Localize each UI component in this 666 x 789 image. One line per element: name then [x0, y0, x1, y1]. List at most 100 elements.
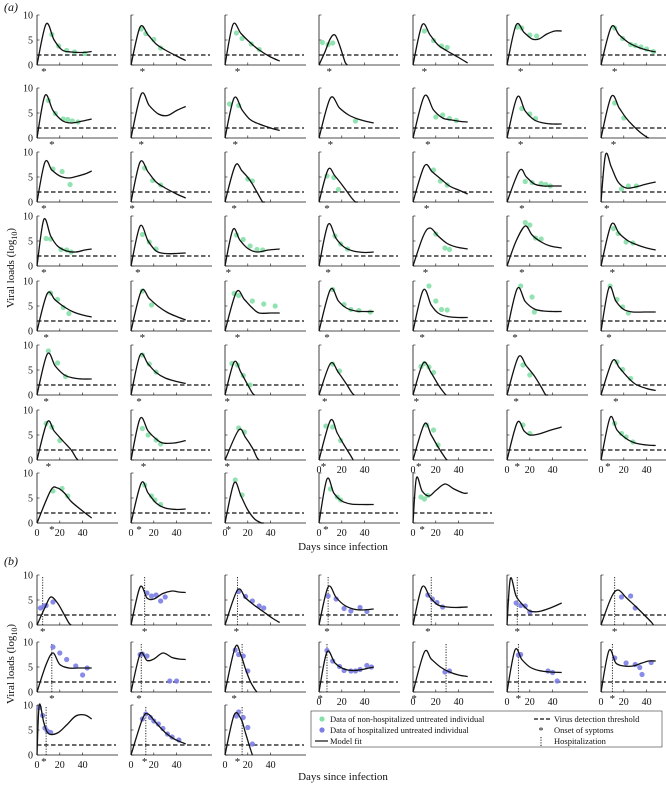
x-tick-label: 20 — [619, 697, 629, 708]
panel-a-subplot-31: * — [319, 281, 400, 344]
panel-a-subplot-2: * — [225, 15, 306, 78]
model-fit-line — [413, 586, 468, 625]
onset-marker: * — [610, 693, 616, 705]
model-fit-line — [225, 482, 264, 523]
data-point — [320, 40, 325, 45]
onset-marker: * — [324, 626, 330, 638]
x-tick-label: 40 — [642, 697, 652, 708]
panel-a-subplot-9: * — [225, 88, 306, 151]
x-tick-label: 20 — [337, 465, 347, 476]
panel-a-subplot-19: * — [507, 152, 588, 215]
data-point — [555, 678, 560, 683]
y-tick-label: 5 — [28, 109, 33, 120]
data-point — [364, 663, 369, 668]
y-tick-label: 0 — [28, 61, 33, 72]
onset-marker: * — [231, 693, 237, 705]
data-point — [44, 236, 49, 241]
onset-marker: * — [419, 332, 425, 344]
panel-a-subplot-25: * — [413, 216, 494, 279]
panel-a-subplot-15: * — [129, 152, 212, 215]
y-tick-label: 5 — [28, 173, 33, 184]
y-tick-label: 10 — [23, 638, 33, 649]
y-tick-label: 0 — [28, 262, 33, 273]
data-point — [140, 426, 145, 431]
model-fit-line — [601, 286, 656, 331]
panel-a-subplot-38: * — [319, 345, 400, 408]
onset-marker: * — [612, 66, 618, 78]
x-tick-label: 20 — [431, 697, 441, 708]
y-tick-label: 0 — [28, 751, 33, 762]
legend-onset-label: Onset of syptoms — [554, 725, 614, 735]
x-tick-label: 40 — [548, 465, 558, 476]
x-tick-label: 0 — [129, 760, 134, 771]
panel-a-subplot-11: * — [413, 88, 494, 151]
y-tick-label: 0 — [28, 391, 33, 402]
onset-marker: * — [141, 461, 147, 473]
data-point — [534, 33, 539, 38]
y-tick-label: 10 — [23, 11, 33, 22]
x-tick-label: 0 — [223, 760, 228, 771]
x-tick-label: 20 — [55, 760, 65, 771]
model-fit-line — [37, 23, 92, 65]
x-tick-label: 20 — [149, 528, 159, 539]
data-point — [234, 30, 239, 35]
onset-marker: * — [40, 626, 46, 638]
data-point — [445, 307, 450, 312]
data-point — [140, 232, 145, 237]
data-point — [80, 672, 85, 677]
onset-marker: * — [136, 524, 142, 536]
onset-marker: * — [49, 139, 55, 151]
model-fit-line — [37, 353, 92, 395]
onset-marker: * — [513, 396, 519, 408]
onset-marker: * — [324, 203, 330, 215]
panel-a-subplot-23: * — [225, 216, 306, 279]
onset-marker: * — [317, 693, 323, 705]
y-tick-label: 0 — [28, 198, 33, 209]
panel-a-subplot-39: * — [413, 345, 494, 408]
onset-marker: * — [41, 66, 47, 78]
y-tick-label: 0 — [28, 327, 33, 338]
data-point — [523, 179, 528, 184]
y-tick-label: 10 — [23, 341, 33, 352]
x-tick-label: 40 — [548, 697, 558, 708]
panel-a-subplot-43: * — [131, 410, 212, 473]
model-fit-line — [131, 289, 186, 331]
x-tick-label: 40 — [266, 528, 276, 539]
x-tick-label: 40 — [454, 528, 464, 539]
onset-marker: * — [604, 203, 610, 215]
model-fit-line — [131, 26, 186, 65]
legend-blue-dot — [319, 727, 324, 732]
model-fit-line — [319, 224, 374, 266]
x-tick-label: 20 — [243, 528, 253, 539]
model-fit-line — [601, 590, 653, 625]
x-tick-label: 40 — [266, 760, 276, 771]
data-point — [330, 40, 335, 45]
panel-a-subplot-24: * — [319, 216, 400, 279]
onset-marker: * — [613, 396, 619, 408]
data-point — [261, 605, 266, 610]
onset-marker: * — [41, 756, 47, 768]
panel-a-subplot-29: * — [131, 281, 212, 344]
y-tick-label: 0 — [28, 456, 33, 467]
x-tick-label: 0 — [129, 528, 134, 539]
model-fit-line — [225, 713, 252, 755]
data-point — [245, 725, 250, 730]
model-fit-line — [319, 586, 374, 625]
model-fit-line — [37, 161, 92, 202]
x-tick-label: 0 — [35, 528, 40, 539]
x-tick-label: 40 — [78, 528, 88, 539]
panel-a-subplot-34: * — [601, 281, 666, 344]
panel-a-subplot-26: * — [507, 216, 588, 279]
x-tick-label: 20 — [525, 465, 535, 476]
data-point — [250, 741, 255, 746]
model-fit-line — [413, 477, 468, 523]
data-point — [163, 594, 168, 599]
panel-a-xlabel: Days since infection — [298, 541, 388, 553]
data-point — [50, 644, 55, 649]
panel-a-subplot-36: * — [131, 345, 212, 408]
y-tick-label: 5 — [28, 596, 33, 607]
